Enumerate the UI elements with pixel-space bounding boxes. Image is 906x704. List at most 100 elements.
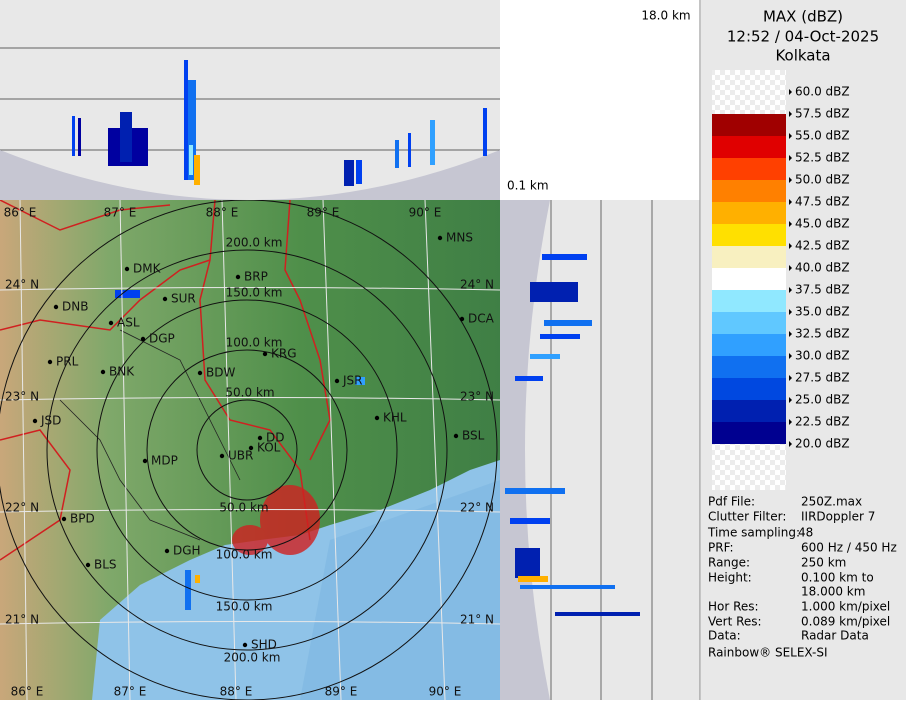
info-value: Radar Data — [801, 629, 869, 643]
city-label: JSD — [40, 414, 61, 428]
city-label: BRP — [244, 270, 268, 284]
city-marker — [242, 642, 248, 648]
legend-pointer — [789, 199, 792, 205]
city-marker — [108, 320, 114, 326]
city-marker — [437, 235, 443, 241]
legend-label: 20.0 dBZ — [795, 437, 850, 451]
legend-pointer — [789, 155, 792, 161]
product-title: MAX (dBZ) — [763, 8, 843, 26]
lat-label: 21° N — [5, 613, 39, 627]
city-label: DMK — [133, 262, 162, 276]
info-value: 1.000 km/pixel — [801, 600, 890, 614]
city-label: DGH — [173, 544, 201, 558]
range-ring — [96, 299, 398, 601]
city-label: BPD — [70, 512, 95, 526]
range-label: 150.0 km — [216, 600, 273, 614]
city-marker — [257, 435, 263, 441]
lon-label: 88° E — [220, 685, 253, 699]
legend-swatch — [712, 378, 786, 400]
legend-label: 27.5 dBZ — [795, 371, 850, 385]
lon-label: 89° E — [325, 685, 358, 699]
city-marker — [248, 445, 254, 451]
legend-pointer — [789, 309, 792, 315]
city-marker — [32, 418, 38, 424]
city-marker — [61, 516, 67, 522]
legend-swatch — [712, 290, 786, 312]
lat-label: 22° N — [460, 501, 494, 515]
legend-label: 37.5 dBZ — [795, 283, 850, 297]
legend-swatch — [712, 158, 786, 180]
city-marker — [100, 369, 106, 375]
info-value: 48 — [798, 526, 813, 540]
footer: Rainbow® SELEX-SI — [708, 646, 828, 660]
lat-label: 23° N — [5, 390, 39, 404]
legend-pointer — [789, 243, 792, 249]
legend-label: 57.5 dBZ — [795, 107, 850, 121]
lat-label: 24° N — [5, 278, 39, 292]
range-label: 50.0 km — [225, 386, 274, 400]
legend-label: 60.0 dBZ — [795, 85, 850, 99]
info-key: Clutter Filter: — [708, 510, 786, 524]
city-marker — [219, 453, 225, 459]
legend-pointer — [789, 397, 792, 403]
lon-label: 87° E — [104, 206, 137, 220]
legend-pointer — [789, 441, 792, 447]
legend-pointer — [789, 111, 792, 117]
legend-label: 40.0 dBZ — [795, 261, 850, 275]
city-label: DD — [266, 431, 284, 445]
legend-swatch — [712, 334, 786, 356]
lon-label: 88° E — [206, 206, 239, 220]
city-label: BNK — [109, 365, 135, 379]
range-ring — [46, 249, 448, 651]
radar-map: 50.0 km 100.0 km 150.0 km 200.0 km 50.0 km 10… — [0, 200, 500, 700]
lon-label: 90° E — [409, 206, 442, 220]
info-key: Data: — [708, 629, 741, 643]
legend-swatch — [712, 114, 786, 136]
legend-pointer — [789, 419, 792, 425]
timestamp: 12:52 / 04-Oct-2025 — [727, 28, 879, 46]
legend-swatch — [712, 268, 786, 290]
legend-label: 35.0 dBZ — [795, 305, 850, 319]
legend-pointer — [789, 133, 792, 139]
city-marker — [197, 370, 203, 376]
side-echoes — [505, 254, 640, 616]
info-value: 0.089 km/pixel — [801, 615, 890, 629]
lon-label: 89° E — [307, 206, 340, 220]
city-label: MNS — [446, 231, 473, 245]
city-label: KRG — [271, 347, 297, 361]
legend-swatch — [712, 202, 786, 224]
city-marker — [47, 359, 53, 365]
range-ring — [0, 200, 498, 700]
city-marker — [235, 274, 241, 280]
legend-label: 42.5 dBZ — [795, 239, 850, 253]
info-value: 600 Hz / 450 Hz — [801, 541, 897, 555]
legend-pointer — [789, 89, 792, 95]
legend-pointer — [789, 331, 792, 337]
info-value: 250Z.max — [801, 495, 862, 509]
lon-label: 86° E — [4, 206, 37, 220]
city-marker — [262, 351, 268, 357]
city-label: BLS — [94, 558, 117, 572]
city-label: KOL — [257, 441, 281, 455]
city-label: MDP — [151, 454, 178, 468]
city-marker — [53, 304, 59, 310]
range-label: 100.0 km — [226, 336, 283, 350]
legend-swatch — [712, 136, 786, 158]
city-marker — [334, 378, 340, 384]
city-label: BDW — [206, 366, 235, 380]
info-key: Range: — [708, 556, 750, 570]
city-label: SHD — [251, 638, 277, 652]
range-label: 200.0 km — [224, 651, 281, 665]
lat-label: 23° N — [460, 390, 494, 404]
city-marker — [453, 433, 459, 439]
station-name: Kolkata — [775, 47, 830, 65]
info-value: 250 km — [801, 556, 846, 570]
legend-pointer — [789, 265, 792, 271]
city-label: JSR — [342, 374, 363, 388]
city-label: UBR — [228, 449, 253, 463]
city-label: DNB — [62, 300, 88, 314]
coast-echoes — [232, 485, 320, 555]
legend-label: 30.0 dBZ — [795, 349, 850, 363]
city-marker — [142, 458, 148, 464]
info-key: Vert Res: — [708, 615, 762, 629]
